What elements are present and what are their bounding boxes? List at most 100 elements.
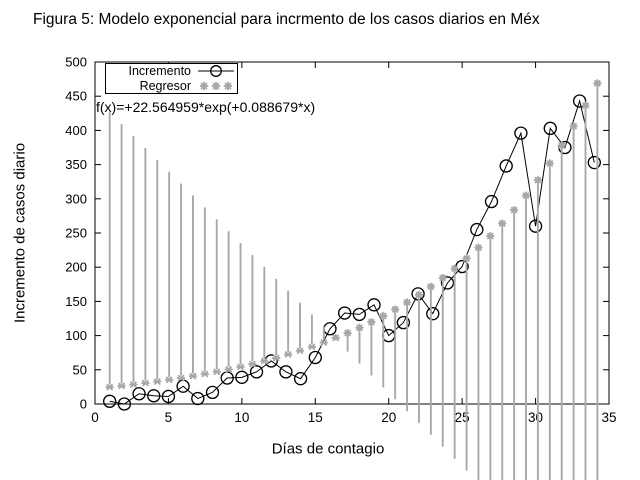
regresor-point <box>153 159 162 385</box>
regresor-point <box>533 175 543 480</box>
incremento-series <box>103 94 601 411</box>
incremento-point <box>235 370 249 384</box>
regresor-point <box>307 314 317 351</box>
regresor-point <box>486 231 495 480</box>
regresor-point <box>295 302 305 355</box>
incremento-point <box>117 397 132 411</box>
regresor-point <box>331 333 340 342</box>
incremento-point <box>132 387 146 401</box>
regresor-point <box>474 243 483 480</box>
regresor-point <box>129 135 138 388</box>
regresor-point <box>414 290 424 424</box>
regresor-point <box>200 207 210 378</box>
y-tick-label: 100 <box>65 328 87 343</box>
legend-item-incremento: Incremento <box>106 64 237 78</box>
regresor-point <box>117 123 126 390</box>
incremento-point <box>308 350 322 365</box>
regresor-point <box>426 282 436 436</box>
y-tick-label: 150 <box>65 294 87 309</box>
incremento-point <box>367 298 381 312</box>
figure-title: Figura 5: Modelo exponencial para incrme… <box>33 11 540 28</box>
x-tick-label: 5 <box>165 410 173 425</box>
incremento-point <box>572 94 587 108</box>
regresor-point <box>188 195 198 380</box>
regresor-point <box>319 326 329 346</box>
x-axis-ticks: 0 5 10 15 20 25 30 35 <box>91 62 617 425</box>
incremento-point <box>249 365 264 379</box>
x-tick-label: 15 <box>308 410 323 425</box>
regresor-point <box>462 254 471 471</box>
regresor-point <box>355 323 364 364</box>
y-axis-ticks: 0 50 100 150 200 250 300 350 400 450 500 <box>65 55 609 412</box>
regresor-point <box>176 183 186 382</box>
regresor-point <box>569 122 578 480</box>
regresor-point <box>497 219 507 480</box>
y-tick-label: 400 <box>65 123 87 138</box>
incremento-point <box>499 159 513 173</box>
regresor-point <box>509 205 519 480</box>
legend-label-incremento: Incremento <box>128 64 191 79</box>
regresor-point <box>343 328 352 352</box>
incremento-point <box>337 306 352 320</box>
x-tick-label: 10 <box>234 410 249 425</box>
x-axis-label: Días de contagio <box>271 440 385 458</box>
y-tick-label: 0 <box>80 397 87 412</box>
y-tick-label: 200 <box>65 260 87 275</box>
regresor-point <box>236 242 245 371</box>
x-tick-label: 0 <box>91 410 99 425</box>
regresor-point <box>105 112 114 391</box>
incremento-point <box>191 391 205 406</box>
y-tick-label: 350 <box>65 157 87 172</box>
x-tick-label: 20 <box>381 410 396 425</box>
incremento-point <box>352 307 367 322</box>
incremento-point <box>528 219 543 233</box>
regresor-series <box>105 79 602 480</box>
line-open-circle-icon <box>198 65 234 78</box>
regresor-point <box>224 230 233 373</box>
regresor-point <box>260 266 269 365</box>
regresor-point <box>438 273 448 448</box>
incremento-point <box>543 121 557 136</box>
x-tick-label: 30 <box>528 410 543 425</box>
fit-function-annotation: f(x)=+22.564959*exp(+0.088679*x) <box>96 99 316 115</box>
incremento-point <box>103 394 117 408</box>
regresor-point <box>283 290 293 358</box>
incremento-point <box>587 155 601 170</box>
regresor-point <box>379 311 388 388</box>
incremento-point <box>147 389 161 403</box>
regresor-point <box>390 305 400 400</box>
incremento-point <box>426 307 440 321</box>
y-tick-label: 250 <box>65 226 87 241</box>
incremento-point <box>484 194 499 209</box>
regresor-point <box>545 159 555 480</box>
incremento-point <box>279 365 293 379</box>
incremento-point <box>514 126 528 140</box>
regresor-point <box>581 101 590 480</box>
incremento-point <box>205 385 220 400</box>
incremento-line <box>109 99 595 405</box>
regresor-point <box>367 317 376 376</box>
regresor-point <box>521 191 531 480</box>
regresor-point <box>141 147 150 387</box>
regresor-point <box>593 79 602 480</box>
regresor-point <box>557 141 566 480</box>
legend-item-regresor: Regresor <box>106 79 237 93</box>
regresor-point <box>248 254 257 368</box>
legend-label-regresor: Regresor <box>139 78 191 93</box>
incremento-point <box>396 315 411 330</box>
regresor-point <box>450 264 459 459</box>
x-tick-label: 35 <box>601 410 616 425</box>
regresor-point <box>164 171 174 384</box>
legend-box: Incremento Regresor <box>105 63 238 94</box>
incremento-point <box>440 276 455 290</box>
y-tick-label: 450 <box>65 89 87 104</box>
regresor-point <box>212 219 221 376</box>
incremento-point <box>161 389 176 404</box>
y-tick-label: 50 <box>73 362 87 377</box>
asterisk-icon <box>199 81 233 91</box>
y-tick-label: 500 <box>65 55 87 70</box>
y-tick-label: 300 <box>65 191 87 206</box>
regresor-point <box>271 278 281 362</box>
